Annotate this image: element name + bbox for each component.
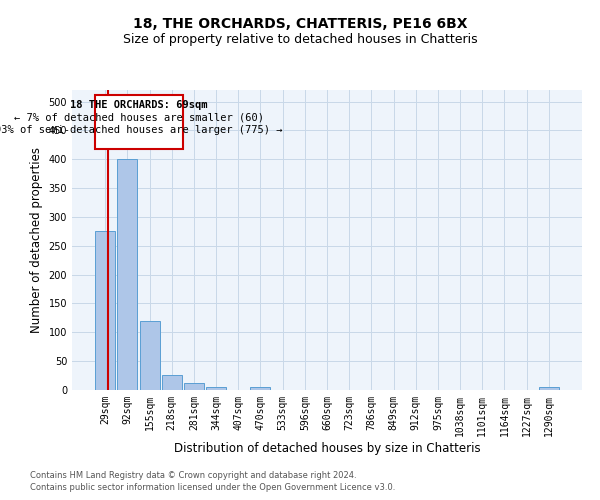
Bar <box>184 382 204 390</box>
Bar <box>118 159 137 390</box>
Text: 93% of semi-detached houses are larger (775) →: 93% of semi-detached houses are larger (… <box>0 125 283 135</box>
X-axis label: Distribution of detached houses by size in Chatteris: Distribution of detached houses by size … <box>173 442 481 454</box>
Text: ← 7% of detached houses are smaller (60): ← 7% of detached houses are smaller (60) <box>14 112 264 122</box>
FancyBboxPatch shape <box>95 94 183 149</box>
Text: 18, THE ORCHARDS, CHATTERIS, PE16 6BX: 18, THE ORCHARDS, CHATTERIS, PE16 6BX <box>133 18 467 32</box>
Bar <box>539 387 559 390</box>
Bar <box>95 232 115 390</box>
Text: 18 THE ORCHARDS: 69sqm: 18 THE ORCHARDS: 69sqm <box>70 100 208 110</box>
Bar <box>162 375 182 390</box>
Bar <box>140 321 160 390</box>
Y-axis label: Number of detached properties: Number of detached properties <box>30 147 43 333</box>
Text: Size of property relative to detached houses in Chatteris: Size of property relative to detached ho… <box>122 32 478 46</box>
Text: Contains public sector information licensed under the Open Government Licence v3: Contains public sector information licen… <box>30 484 395 492</box>
Text: Contains HM Land Registry data © Crown copyright and database right 2024.: Contains HM Land Registry data © Crown c… <box>30 471 356 480</box>
Bar <box>250 386 271 390</box>
Bar <box>206 387 226 390</box>
